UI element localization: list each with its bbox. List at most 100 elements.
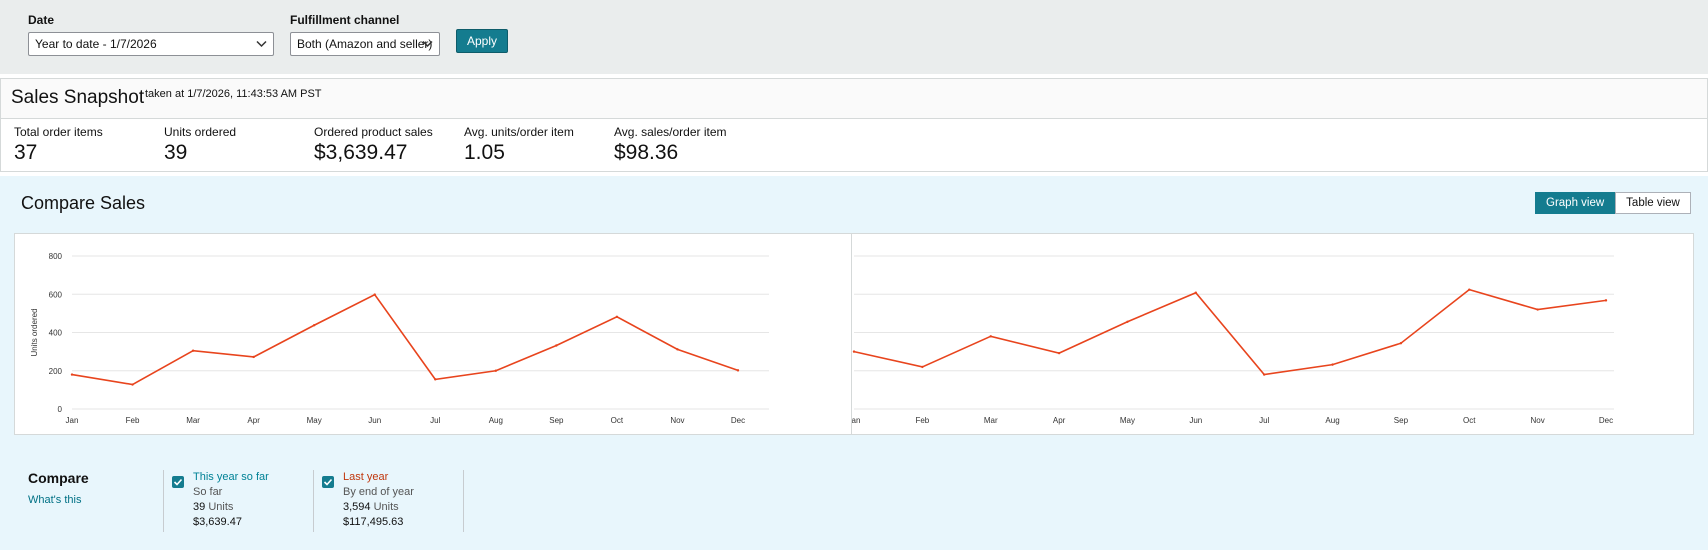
data-point bbox=[852, 350, 856, 353]
data-point bbox=[494, 369, 498, 372]
units-ordered-chart: 0 200 400 600 800 Jan Feb Mar Apr May Jun Jul Aug Sep… bbox=[30, 252, 769, 425]
x-tick-label: Jul bbox=[430, 416, 440, 425]
x-tick-label: Feb bbox=[126, 416, 140, 425]
this-year-checkbox[interactable] bbox=[172, 476, 184, 488]
checkmark-icon bbox=[173, 478, 183, 486]
metric-label: Avg. units/order item bbox=[464, 125, 574, 139]
chevron-down-icon bbox=[422, 40, 433, 48]
data-point bbox=[1057, 351, 1061, 355]
snapshot-timestamp: taken at 1/7/2026, 11:43:53 AM PST bbox=[145, 88, 322, 100]
x-tick-label: Nov bbox=[670, 416, 684, 425]
x-tick-label: Sep bbox=[1394, 416, 1409, 425]
compare-heading: Compare bbox=[28, 470, 89, 486]
last-year-units-label: Units bbox=[373, 501, 399, 513]
metric-units-ordered: Units ordered 39 bbox=[164, 125, 236, 165]
data-point bbox=[1468, 288, 1471, 291]
y-tick-label: 400 bbox=[49, 329, 63, 338]
date-select-value: Year to date - 1/7/2026 bbox=[35, 37, 157, 51]
this-year-units: 39 Units bbox=[193, 500, 269, 515]
metric-label: Avg. sales/order item bbox=[614, 125, 727, 139]
metric-value: 1.05 bbox=[464, 141, 505, 164]
metric-avg-units: Avg. units/order item 1.05 bbox=[464, 125, 574, 165]
x-tick-label: Dec bbox=[1599, 416, 1613, 425]
data-point bbox=[989, 335, 992, 338]
x-tick-label: Mar bbox=[984, 416, 998, 425]
data-point bbox=[1399, 342, 1403, 345]
data-point bbox=[373, 293, 376, 296]
data-point bbox=[1331, 363, 1334, 366]
last-year-checkbox[interactable] bbox=[322, 476, 334, 488]
data-point bbox=[1536, 308, 1539, 311]
x-tick-label: Aug bbox=[489, 416, 503, 425]
x-tick-label: Jan bbox=[852, 416, 860, 425]
data-point bbox=[676, 348, 679, 351]
metric-value: $3,639.47 bbox=[314, 141, 408, 164]
data-point bbox=[312, 324, 316, 327]
data-point bbox=[252, 355, 255, 359]
whats-this-link[interactable]: What's this bbox=[28, 494, 82, 506]
ordered-product-sales-chart: 05k10k15k20kJanFebMarAprMayJunJulAugSepO… bbox=[852, 255, 1614, 425]
channel-select[interactable]: Both (Amazon and seller) bbox=[290, 32, 440, 56]
last-year-units-value: 3,594 bbox=[343, 501, 371, 513]
metric-avg-sales: Avg. sales/order item $98.36 bbox=[614, 125, 727, 165]
y-tick-label: 600 bbox=[49, 290, 63, 299]
date-filter: Date Year to date - 1/7/2026 bbox=[28, 13, 274, 56]
metric-total-order-items: Total order items 37 bbox=[14, 125, 103, 165]
metric-value: 37 bbox=[14, 141, 38, 164]
table-view-button[interactable]: Table view bbox=[1615, 192, 1691, 214]
data-point bbox=[736, 369, 740, 372]
data-point bbox=[615, 315, 619, 319]
compare-sales-title: Compare Sales bbox=[21, 193, 146, 213]
y-axis-label: Units ordered bbox=[30, 308, 39, 356]
this-year-details: This year so far So far 39 Units $3,639.… bbox=[193, 470, 269, 530]
filter-bar: Date Year to date - 1/7/2026 Fulfillment… bbox=[0, 0, 1708, 74]
sales-snapshot: Sales Snapshot taken at 1/7/2026, 11:43:… bbox=[0, 78, 1708, 172]
y-tick-label: 200 bbox=[49, 367, 63, 376]
x-tick-label: Jan bbox=[66, 416, 79, 425]
x-tick-label: Mar bbox=[186, 416, 200, 425]
y-tick-label: 0 bbox=[58, 405, 63, 414]
channel-label: Fulfillment channel bbox=[290, 13, 400, 27]
compare-this-year: This year so far So far 39 Units $3,639.… bbox=[163, 470, 313, 532]
checkmark-icon bbox=[323, 478, 333, 486]
y-tick-label: 800 bbox=[49, 252, 63, 261]
apply-button[interactable]: Apply bbox=[456, 29, 508, 53]
x-tick-label: Aug bbox=[1325, 416, 1339, 425]
data-point bbox=[921, 365, 924, 369]
last-year-name: Last year bbox=[343, 471, 389, 483]
last-year-period: By end of year bbox=[343, 486, 414, 498]
data-point bbox=[434, 378, 437, 381]
date-select[interactable]: Year to date - 1/7/2026 bbox=[28, 32, 274, 56]
x-tick-label: Oct bbox=[611, 416, 624, 425]
this-year-units-label: Units bbox=[208, 501, 234, 513]
snapshot-header: Sales Snapshot taken at 1/7/2026, 11:43:… bbox=[1, 79, 1707, 119]
compare-last-year: Last year By end of year 3,594 Units $11… bbox=[313, 470, 464, 532]
this-year-units-value: 39 bbox=[193, 501, 206, 513]
metric-value: $98.36 bbox=[614, 141, 679, 164]
data-point bbox=[1126, 320, 1129, 323]
metric-label: Ordered product sales bbox=[314, 125, 433, 139]
metric-ordered-product-sales: Ordered product sales $3,639.47 bbox=[314, 125, 433, 165]
this-year-sales: $3,639.47 bbox=[193, 516, 242, 528]
x-tick-label: Oct bbox=[1463, 416, 1476, 425]
x-tick-label: Nov bbox=[1531, 416, 1545, 425]
this-year-name: This year so far bbox=[193, 471, 269, 483]
x-tick-label: Jun bbox=[368, 416, 381, 425]
metric-label: Units ordered bbox=[164, 125, 237, 139]
data-point bbox=[1262, 373, 1266, 376]
graph-view-button[interactable]: Graph view bbox=[1535, 192, 1616, 214]
chevron-down-icon bbox=[256, 40, 267, 48]
data-point bbox=[1194, 291, 1198, 294]
last-year-sales: $117,495.63 bbox=[343, 516, 404, 528]
data-point bbox=[191, 349, 195, 352]
this-year-period: So far bbox=[193, 486, 223, 498]
snapshot-title: Sales Snapshot bbox=[11, 87, 145, 108]
series-line bbox=[853, 288, 1607, 376]
date-label: Date bbox=[28, 13, 55, 27]
x-tick-label: Jun bbox=[1189, 416, 1202, 425]
channel-filter: Fulfillment channel Both (Amazon and sel… bbox=[290, 13, 440, 56]
last-year-details: Last year By end of year 3,594 Units $11… bbox=[343, 470, 414, 530]
x-tick-label: May bbox=[307, 416, 322, 425]
data-point bbox=[70, 373, 74, 376]
view-toggle: Graph view Table view bbox=[1535, 192, 1691, 214]
